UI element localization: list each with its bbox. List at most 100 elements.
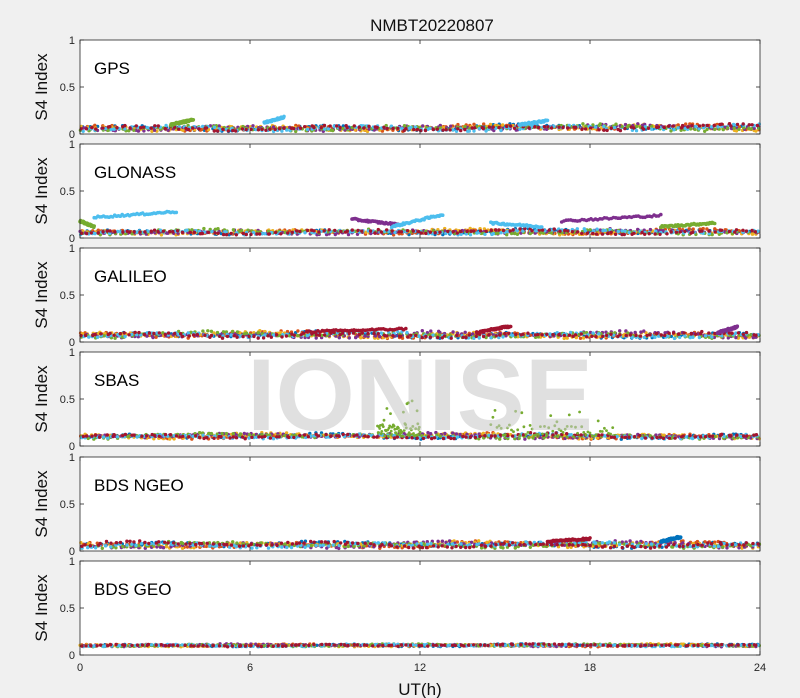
data-point: [526, 331, 530, 335]
data-point: [428, 230, 432, 234]
data-point: [231, 228, 236, 232]
data-point: [557, 333, 561, 337]
data-point: [505, 233, 509, 237]
data-point: [345, 229, 349, 233]
data-point: [282, 126, 286, 130]
data-point: [497, 228, 501, 232]
data-point: [697, 124, 702, 128]
data-point: [244, 331, 249, 335]
data-point: [282, 114, 286, 119]
data-point: [703, 334, 708, 338]
data-point: [296, 333, 300, 338]
data-point: [552, 227, 556, 231]
data-point: [707, 434, 712, 438]
data-point: [385, 228, 389, 232]
data-point: [574, 125, 578, 130]
data-point: [85, 231, 89, 236]
data-point: [286, 231, 290, 235]
data-point: [224, 431, 229, 436]
data-points: [78, 209, 761, 237]
data-point: [145, 434, 149, 438]
data-point: [536, 125, 541, 130]
data-point: [385, 126, 389, 131]
data-point: [180, 334, 185, 339]
data-point: [647, 232, 651, 236]
data-point: [735, 122, 740, 127]
data-point: [744, 229, 749, 233]
data-point: [448, 128, 452, 132]
data-point: [333, 232, 337, 237]
data-point: [153, 434, 157, 438]
data-point: [623, 435, 628, 439]
data-point: [104, 126, 108, 131]
data-point: [540, 225, 544, 229]
data-point: [326, 127, 331, 131]
data-point: [177, 127, 181, 131]
data-point: [465, 229, 469, 234]
data-point: [113, 336, 117, 340]
data-point: [503, 331, 507, 336]
data-point: [122, 331, 126, 335]
data-point: [357, 125, 361, 129]
data-point: [451, 330, 455, 334]
data-point: [661, 436, 666, 441]
data-point: [472, 126, 477, 130]
data-point: [159, 233, 164, 237]
data-point: [705, 227, 709, 231]
plot-area: [80, 457, 760, 551]
data-point: [609, 230, 613, 234]
data-point: [173, 331, 177, 336]
data-point: [181, 434, 185, 439]
data-point: [108, 125, 112, 129]
data-point: [656, 125, 661, 129]
data-point: [622, 232, 626, 237]
data-point: [93, 123, 97, 128]
data-point: [712, 221, 717, 226]
data-point: [662, 125, 666, 130]
data-point: [376, 227, 380, 232]
data-point: [362, 126, 366, 130]
data-point: [194, 434, 198, 438]
data-point: [710, 434, 715, 438]
data-point: [101, 126, 105, 130]
data-point: [116, 229, 120, 234]
data-point: [322, 229, 326, 233]
data-point: [151, 335, 155, 340]
data-point: [672, 128, 676, 132]
data-point: [350, 228, 354, 232]
data-point: [454, 129, 459, 133]
data-point: [575, 227, 579, 231]
data-point: [280, 129, 284, 133]
data-point: [605, 128, 609, 133]
data-point: [438, 230, 442, 234]
data-point: [671, 124, 675, 128]
data-point: [317, 230, 321, 234]
data-point: [614, 122, 618, 126]
data-point: [391, 334, 395, 338]
data-point: [744, 336, 748, 340]
data-point: [137, 330, 141, 335]
data-point: [154, 335, 158, 339]
data-point: [716, 125, 720, 129]
data-point: [515, 232, 520, 236]
data-point: [720, 432, 724, 436]
data-point: [128, 126, 132, 130]
data-point: [666, 334, 670, 338]
data-point: [132, 230, 136, 234]
data-point: [650, 124, 654, 129]
data-point: [301, 331, 306, 335]
data-point: [163, 332, 167, 337]
data-point: [712, 123, 716, 128]
data-point: [93, 332, 97, 337]
data-point: [368, 229, 373, 233]
data-point: [658, 435, 663, 439]
data-point: [632, 435, 637, 439]
data-point: [701, 226, 705, 231]
data-point: [741, 434, 746, 438]
data-point: [185, 228, 189, 232]
data-point: [635, 124, 639, 129]
y-tick-label: 0.5: [60, 186, 75, 198]
data-point: [557, 125, 561, 129]
data-point: [661, 229, 665, 233]
data-point: [752, 126, 756, 131]
